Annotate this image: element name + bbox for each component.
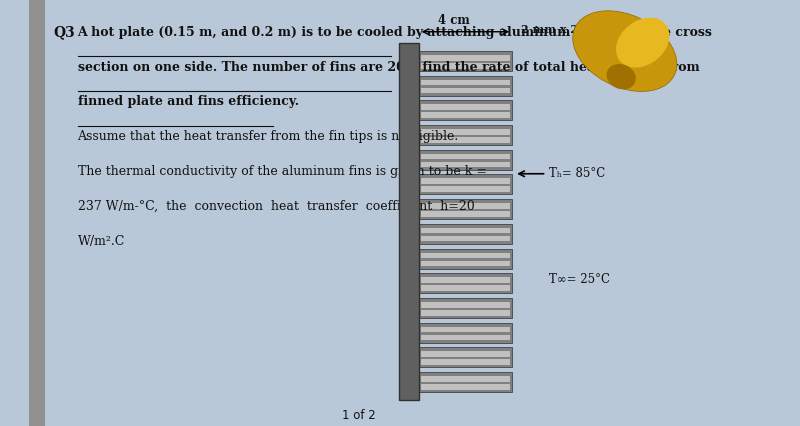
Bar	[421, 285, 510, 291]
Bar	[418, 101, 512, 121]
Bar	[421, 203, 510, 209]
Bar	[421, 351, 510, 357]
Bar	[421, 55, 510, 60]
Bar	[421, 302, 510, 308]
Bar	[421, 277, 510, 283]
Text: 1 of 2: 1 of 2	[342, 409, 376, 422]
Bar	[421, 162, 510, 167]
Bar	[421, 178, 510, 184]
Bar	[421, 187, 510, 192]
Bar	[418, 125, 512, 145]
Text: Assume that the heat transfer from the fin tips is negligible.: Assume that the heat transfer from the f…	[78, 130, 459, 144]
Bar	[418, 372, 512, 392]
Bar	[421, 88, 510, 93]
Bar	[421, 310, 510, 316]
Bar	[418, 175, 512, 195]
Ellipse shape	[573, 11, 677, 92]
Bar	[418, 348, 512, 367]
Bar	[421, 129, 510, 135]
Bar	[418, 76, 512, 96]
Bar	[418, 150, 512, 170]
Bar	[421, 137, 510, 143]
Bar	[418, 249, 512, 269]
Text: finned plate and fins efficiency.: finned plate and fins efficiency.	[78, 95, 298, 109]
Bar	[418, 298, 512, 318]
Bar	[421, 335, 510, 340]
Text: A hot plate (0.15 m, and 0.2 m) is to be cooled by attaching aluminum fins of sq: A hot plate (0.15 m, and 0.2 m) is to be…	[78, 26, 713, 39]
Text: section on one side. The number of fins are 207, find the rate of total heat tra: section on one side. The number of fins …	[78, 60, 699, 74]
Ellipse shape	[616, 17, 670, 68]
Text: 4 cm: 4 cm	[438, 14, 470, 26]
Text: Q3: Q3	[54, 26, 76, 40]
Bar	[421, 211, 510, 217]
Bar	[421, 154, 510, 159]
Bar	[421, 104, 510, 110]
Ellipse shape	[606, 64, 636, 89]
Bar	[421, 327, 510, 332]
Bar	[421, 253, 510, 258]
Bar	[421, 384, 510, 390]
Text: The thermal conductivity of the aluminum fins is given to be k =: The thermal conductivity of the aluminum…	[78, 165, 486, 178]
Bar	[421, 80, 510, 85]
Bar	[398, 43, 418, 400]
Text: 2 mm x 2 mm: 2 mm x 2 mm	[521, 24, 605, 35]
Bar	[421, 112, 510, 118]
Text: W/m².C: W/m².C	[78, 235, 125, 248]
Bar	[418, 199, 512, 219]
Bar	[418, 224, 512, 244]
Bar	[418, 273, 512, 294]
Bar	[421, 360, 510, 365]
Bar	[421, 63, 510, 69]
Bar	[421, 261, 510, 266]
Bar	[418, 51, 512, 71]
Bar	[29, 0, 45, 426]
Text: T∞= 25°C: T∞= 25°C	[550, 273, 610, 286]
Text: 237 W/m-°C,  the  convection  heat  transfer  coefficient  h=20: 237 W/m-°C, the convection heat transfer…	[78, 200, 474, 213]
Bar	[418, 323, 512, 343]
Bar	[421, 236, 510, 242]
Bar	[421, 228, 510, 233]
Text: Tₕ= 85°C: Tₕ= 85°C	[550, 167, 606, 180]
Bar	[421, 376, 510, 382]
